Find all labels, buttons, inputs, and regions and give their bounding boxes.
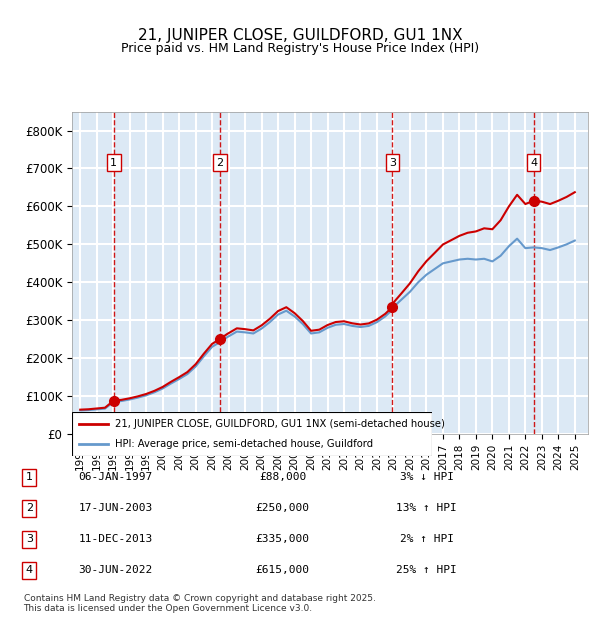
Text: 4: 4 <box>26 565 33 575</box>
Text: 06-JAN-1997: 06-JAN-1997 <box>79 472 153 482</box>
Text: £88,000: £88,000 <box>259 472 307 482</box>
Text: 2% ↑ HPI: 2% ↑ HPI <box>400 534 454 544</box>
Text: 11-DEC-2013: 11-DEC-2013 <box>79 534 153 544</box>
Text: 30-JUN-2022: 30-JUN-2022 <box>79 565 153 575</box>
Text: 3: 3 <box>26 534 33 544</box>
Text: 2: 2 <box>26 503 33 513</box>
Text: 13% ↑ HPI: 13% ↑ HPI <box>397 503 457 513</box>
Text: 1: 1 <box>26 472 33 482</box>
Text: £250,000: £250,000 <box>256 503 310 513</box>
Text: Price paid vs. HM Land Registry's House Price Index (HPI): Price paid vs. HM Land Registry's House … <box>121 42 479 55</box>
Text: 25% ↑ HPI: 25% ↑ HPI <box>397 565 457 575</box>
Text: Contains HM Land Registry data © Crown copyright and database right 2025.
This d: Contains HM Land Registry data © Crown c… <box>23 594 376 613</box>
Text: £615,000: £615,000 <box>256 565 310 575</box>
Text: 3: 3 <box>389 158 396 168</box>
Text: 21, JUNIPER CLOSE, GUILDFORD, GU1 1NX: 21, JUNIPER CLOSE, GUILDFORD, GU1 1NX <box>137 28 463 43</box>
Text: HPI: Average price, semi-detached house, Guildford: HPI: Average price, semi-detached house,… <box>115 438 373 448</box>
Text: 21, JUNIPER CLOSE, GUILDFORD, GU1 1NX (semi-detached house): 21, JUNIPER CLOSE, GUILDFORD, GU1 1NX (s… <box>115 420 445 430</box>
Text: 1: 1 <box>110 158 117 168</box>
Text: £335,000: £335,000 <box>256 534 310 544</box>
Text: 2: 2 <box>216 158 223 168</box>
Text: 17-JUN-2003: 17-JUN-2003 <box>79 503 153 513</box>
Text: 3% ↓ HPI: 3% ↓ HPI <box>400 472 454 482</box>
Text: 4: 4 <box>530 158 537 168</box>
FancyBboxPatch shape <box>72 412 432 456</box>
